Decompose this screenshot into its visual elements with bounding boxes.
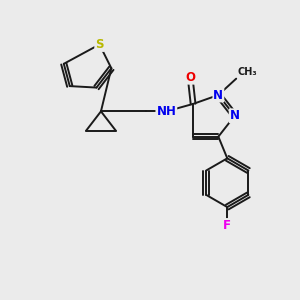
Text: NH: NH [156, 105, 176, 118]
Text: O: O [185, 71, 195, 84]
Text: S: S [95, 38, 104, 51]
Text: N: N [230, 109, 240, 122]
Text: N: N [213, 88, 224, 101]
Text: F: F [223, 219, 231, 232]
Text: CH₃: CH₃ [238, 67, 257, 77]
